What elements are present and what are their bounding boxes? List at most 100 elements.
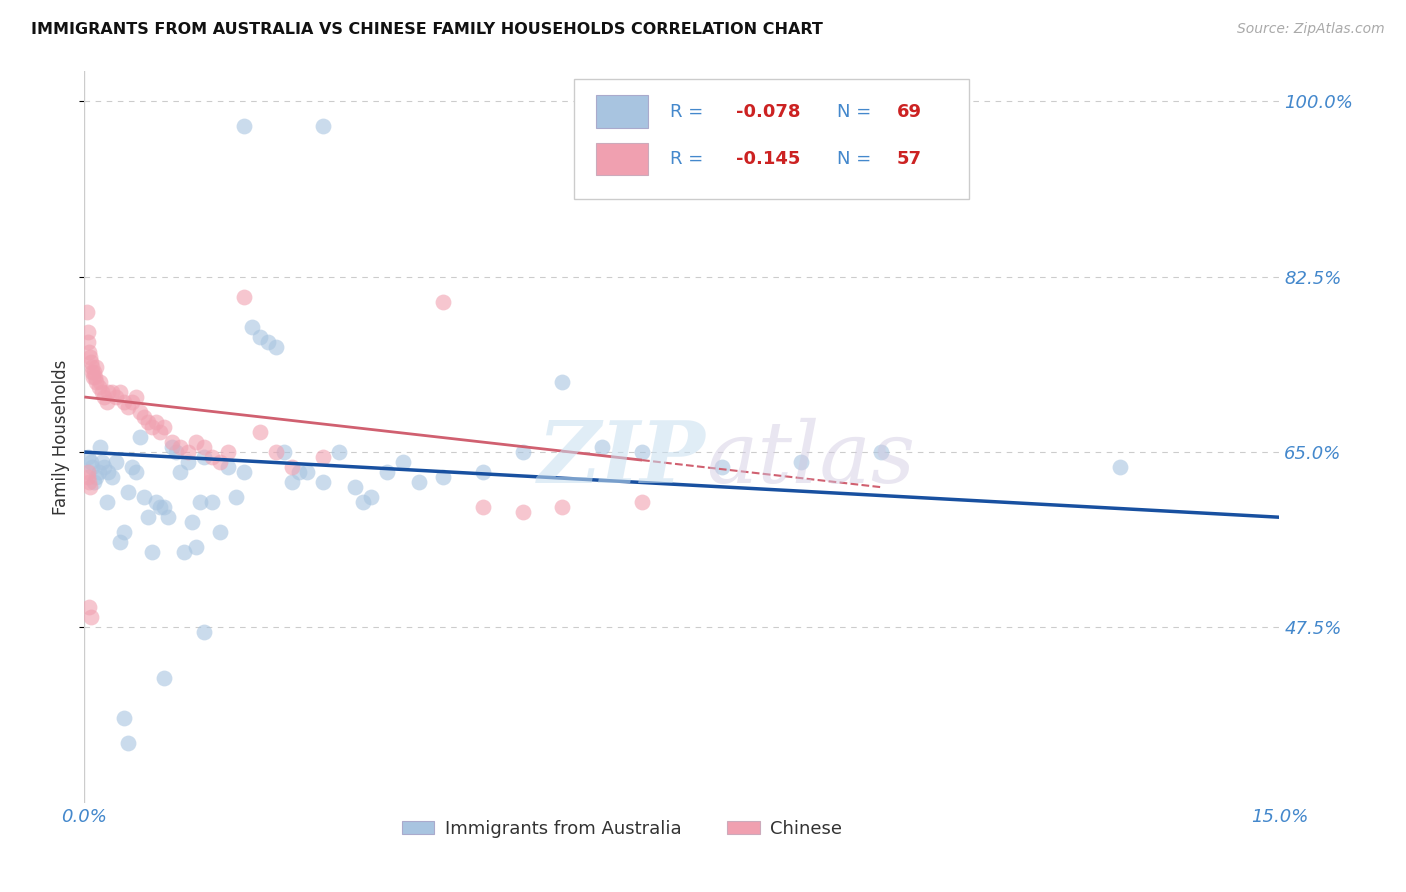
Point: [173, 545, 195, 559]
Point: [591, 440, 613, 454]
Point: [512, 505, 534, 519]
Point: [408, 475, 430, 490]
Point: [201, 450, 224, 464]
Point: [551, 375, 574, 389]
Point: [84, 375, 107, 389]
Point: [352, 495, 374, 509]
Point: [125, 390, 148, 404]
Point: [471, 500, 494, 515]
Point: [232, 465, 254, 479]
Point: [129, 405, 152, 419]
Point: [86, 470, 108, 484]
Point: [141, 545, 163, 559]
Text: 69: 69: [897, 103, 922, 120]
Point: [177, 445, 200, 459]
Point: [96, 495, 118, 509]
Point: [149, 500, 172, 515]
Point: [117, 400, 139, 414]
Point: [312, 120, 335, 134]
Point: [153, 671, 176, 685]
Point: [136, 415, 159, 429]
Point: [153, 420, 176, 434]
Point: [184, 541, 207, 555]
Point: [110, 535, 132, 549]
Point: [82, 365, 104, 379]
Point: [471, 465, 494, 479]
Point: [512, 445, 534, 459]
Point: [217, 460, 239, 475]
Point: [870, 445, 893, 459]
Text: atlas: atlas: [706, 417, 915, 500]
Point: [1109, 460, 1132, 475]
Point: [121, 395, 143, 409]
Text: R =: R =: [671, 150, 709, 168]
Point: [80, 610, 103, 624]
Point: [280, 475, 302, 490]
Point: [551, 500, 574, 515]
Point: [145, 415, 167, 429]
Point: [145, 495, 167, 509]
Point: [312, 450, 335, 464]
Point: [129, 430, 152, 444]
Point: [132, 490, 156, 504]
Point: [232, 290, 254, 304]
Point: [77, 600, 100, 615]
Text: IMMIGRANTS FROM AUSTRALIA VS CHINESE FAMILY HOUSEHOLDS CORRELATION CHART: IMMIGRANTS FROM AUSTRALIA VS CHINESE FAM…: [31, 22, 823, 37]
Point: [375, 465, 398, 479]
Point: [201, 495, 224, 509]
Legend: Immigrants from Australia, Chinese: Immigrants from Australia, Chinese: [395, 813, 849, 845]
Point: [432, 470, 454, 484]
Point: [149, 425, 172, 439]
Point: [193, 440, 215, 454]
Point: [312, 475, 335, 490]
Y-axis label: Family Households: Family Households: [52, 359, 70, 515]
Point: [264, 445, 287, 459]
Point: [392, 455, 415, 469]
Point: [256, 334, 278, 349]
Point: [181, 515, 204, 529]
Point: [82, 370, 104, 384]
Point: [117, 736, 139, 750]
Point: [82, 460, 104, 475]
FancyBboxPatch shape: [596, 143, 648, 175]
Point: [110, 384, 132, 399]
Text: -0.078: -0.078: [735, 103, 800, 120]
Point: [297, 465, 319, 479]
Point: [249, 330, 271, 344]
Point: [93, 460, 115, 475]
Point: [101, 470, 124, 484]
Point: [93, 390, 115, 404]
Point: [631, 495, 654, 509]
Point: [97, 465, 120, 479]
Point: [86, 359, 108, 374]
Point: [280, 460, 302, 475]
Point: [77, 475, 100, 490]
Point: [165, 445, 187, 459]
Text: R =: R =: [671, 103, 709, 120]
Point: [112, 711, 135, 725]
Point: [125, 465, 148, 479]
Point: [193, 625, 215, 640]
Point: [432, 294, 454, 309]
Point: [105, 390, 128, 404]
Point: [76, 325, 98, 339]
Point: [101, 384, 124, 399]
Point: [193, 450, 215, 464]
Point: [79, 480, 101, 494]
Point: [631, 445, 654, 459]
Point: [273, 445, 295, 459]
Point: [360, 490, 382, 504]
Point: [160, 435, 183, 450]
Point: [90, 384, 112, 399]
FancyBboxPatch shape: [596, 95, 648, 128]
Point: [80, 359, 103, 374]
Point: [112, 525, 135, 540]
Point: [169, 465, 191, 479]
Point: [80, 455, 103, 469]
Point: [87, 465, 110, 479]
Point: [184, 435, 207, 450]
Point: [217, 445, 239, 459]
Text: ZIP: ZIP: [538, 417, 706, 500]
Point: [83, 365, 105, 379]
Point: [232, 120, 254, 134]
